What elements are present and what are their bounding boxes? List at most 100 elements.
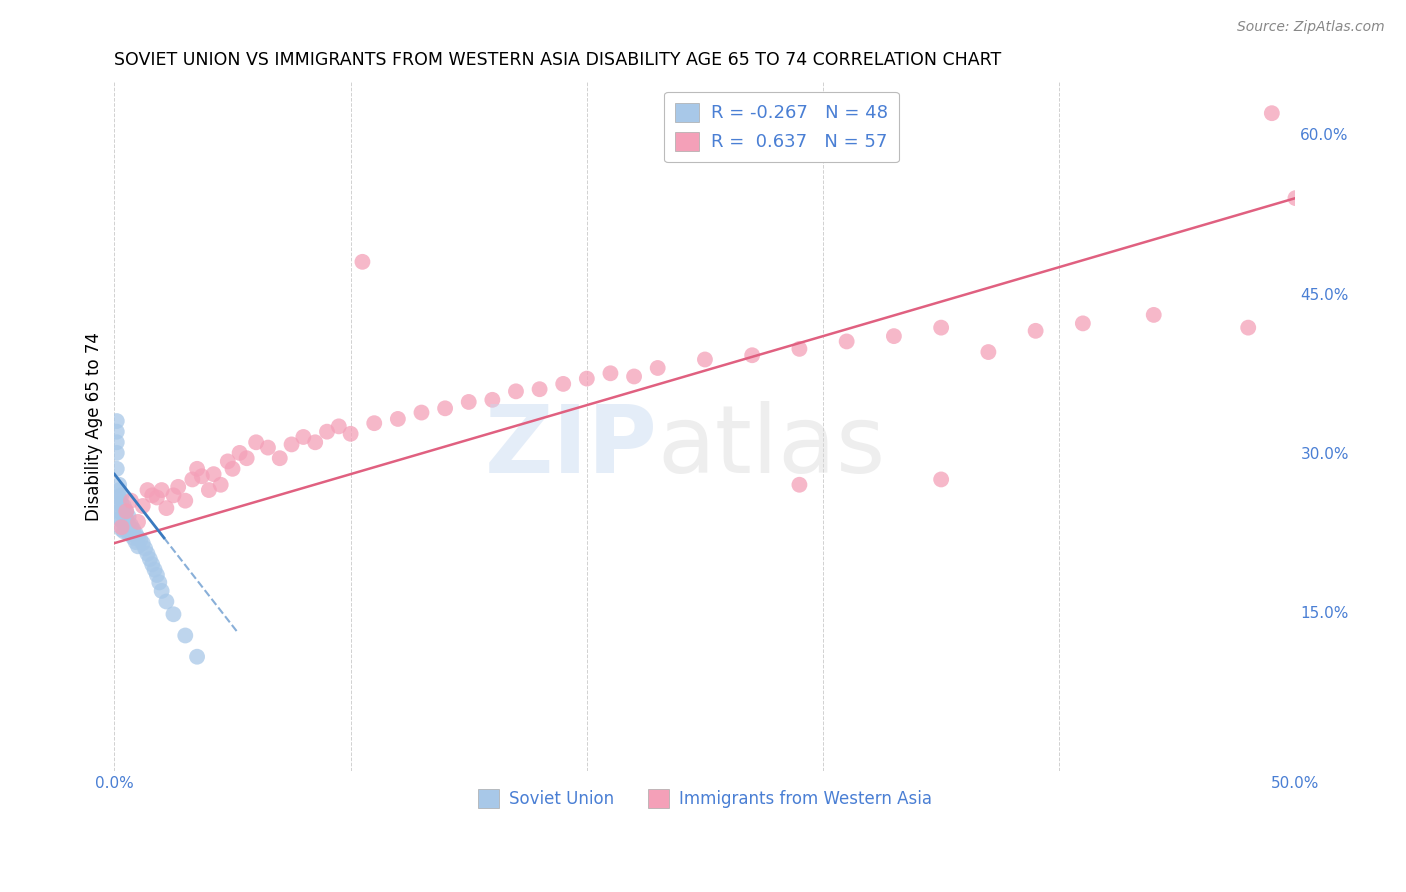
Point <box>108 504 131 518</box>
Text: SOVIET UNION VS IMMIGRANTS FROM WESTERN ASIA DISABILITY AGE 65 TO 74 CORRELATION: SOVIET UNION VS IMMIGRANTS FROM WESTERN … <box>114 51 1001 69</box>
Point <box>115 512 138 526</box>
Point <box>457 395 479 409</box>
Point <box>105 414 128 428</box>
Point <box>167 480 190 494</box>
Point <box>143 563 166 577</box>
Point <box>977 345 1000 359</box>
Point <box>132 499 155 513</box>
Point <box>339 426 361 441</box>
Point <box>1284 191 1306 205</box>
Point <box>741 348 763 362</box>
Point <box>835 334 858 349</box>
Point <box>1143 308 1166 322</box>
Point <box>505 384 527 399</box>
Point <box>162 607 184 622</box>
Point <box>1261 106 1284 120</box>
Point <box>105 435 128 450</box>
Point <box>647 361 669 376</box>
Point <box>191 469 214 483</box>
Point <box>553 376 575 391</box>
Point <box>112 499 135 513</box>
Point <box>127 531 149 545</box>
Text: ZIP: ZIP <box>485 401 658 493</box>
Point <box>122 522 145 536</box>
Point <box>115 504 138 518</box>
Point <box>789 477 811 491</box>
Point <box>280 437 302 451</box>
Point <box>105 446 128 460</box>
Point <box>110 505 132 519</box>
Point <box>112 524 135 539</box>
Point <box>139 552 162 566</box>
Point <box>127 515 149 529</box>
Point <box>141 558 163 572</box>
Point <box>120 493 142 508</box>
Point <box>174 493 197 508</box>
Point <box>122 531 145 545</box>
Point <box>202 467 225 482</box>
Point <box>292 430 315 444</box>
Point <box>110 488 132 502</box>
Point <box>1071 317 1094 331</box>
Point <box>352 255 374 269</box>
Point <box>174 628 197 642</box>
Point <box>105 462 128 476</box>
Point <box>108 512 131 526</box>
Point <box>789 342 811 356</box>
Legend: Soviet Union, Immigrants from Western Asia: Soviet Union, Immigrants from Western As… <box>471 783 939 814</box>
Point <box>117 526 139 541</box>
Point <box>209 477 232 491</box>
Point <box>136 547 159 561</box>
Point <box>136 483 159 497</box>
Point <box>112 516 135 530</box>
Point <box>115 504 138 518</box>
Point <box>124 526 146 541</box>
Point <box>228 446 250 460</box>
Point <box>363 416 385 430</box>
Point <box>693 352 716 367</box>
Point <box>411 406 433 420</box>
Point <box>155 501 177 516</box>
Y-axis label: Disability Age 65 to 74: Disability Age 65 to 74 <box>86 332 103 521</box>
Point <box>141 488 163 502</box>
Point <box>328 419 350 434</box>
Point <box>186 462 208 476</box>
Point <box>1237 320 1260 334</box>
Point <box>1025 324 1047 338</box>
Point <box>108 497 131 511</box>
Point <box>110 514 132 528</box>
Point <box>108 483 131 497</box>
Point <box>120 526 142 541</box>
Point <box>150 483 173 497</box>
Point <box>110 497 132 511</box>
Point <box>146 491 169 505</box>
Point <box>155 594 177 608</box>
Point <box>304 435 326 450</box>
Point <box>387 412 409 426</box>
Point <box>217 454 239 468</box>
Point <box>316 425 339 439</box>
Point <box>117 518 139 533</box>
Point <box>112 508 135 522</box>
Point <box>235 451 257 466</box>
Point <box>127 539 149 553</box>
Point <box>599 366 621 380</box>
Text: atlas: atlas <box>658 401 886 493</box>
Point <box>117 509 139 524</box>
Point <box>198 483 221 497</box>
Point <box>108 491 131 505</box>
Point <box>150 583 173 598</box>
Point <box>434 401 457 416</box>
Point <box>929 320 952 334</box>
Point <box>146 568 169 582</box>
Point <box>269 451 291 466</box>
Point <box>105 425 128 439</box>
Point <box>245 435 267 450</box>
Point <box>132 536 155 550</box>
Point <box>186 649 208 664</box>
Point <box>221 462 243 476</box>
Text: Source: ZipAtlas.com: Source: ZipAtlas.com <box>1237 20 1385 34</box>
Point <box>883 329 905 343</box>
Point <box>129 533 152 547</box>
Point <box>110 520 132 534</box>
